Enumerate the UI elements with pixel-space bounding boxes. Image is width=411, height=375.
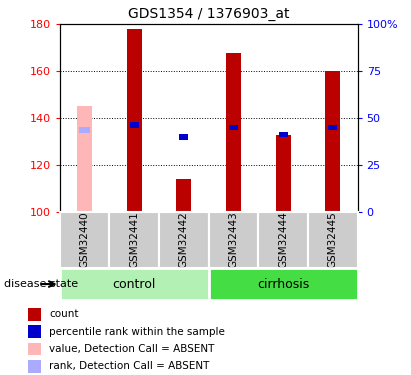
Bar bbox=[229, 124, 238, 130]
Bar bbox=[28, 343, 42, 355]
Bar bbox=[77, 106, 92, 212]
Bar bbox=[279, 132, 288, 138]
Bar bbox=[129, 122, 139, 128]
Text: GSM32440: GSM32440 bbox=[79, 212, 90, 268]
Bar bbox=[258, 212, 308, 268]
Text: control: control bbox=[112, 278, 156, 291]
Bar bbox=[176, 179, 191, 212]
Text: GSM32441: GSM32441 bbox=[129, 211, 139, 268]
Bar bbox=[179, 134, 188, 140]
Bar bbox=[79, 127, 90, 133]
Text: disease state: disease state bbox=[4, 279, 78, 289]
Bar bbox=[328, 124, 337, 130]
Text: GSM32443: GSM32443 bbox=[229, 211, 238, 268]
Text: GSM32444: GSM32444 bbox=[278, 211, 288, 268]
Bar bbox=[28, 360, 42, 373]
Bar bbox=[159, 212, 208, 268]
Bar bbox=[28, 326, 42, 338]
Bar bbox=[276, 135, 291, 212]
Bar bbox=[60, 212, 109, 268]
Text: GSM32445: GSM32445 bbox=[328, 211, 338, 268]
Bar bbox=[208, 268, 358, 300]
Bar bbox=[60, 268, 208, 300]
Text: percentile rank within the sample: percentile rank within the sample bbox=[49, 327, 225, 337]
Bar bbox=[226, 53, 241, 212]
Bar bbox=[208, 212, 258, 268]
Text: value, Detection Call = ABSENT: value, Detection Call = ABSENT bbox=[49, 344, 214, 354]
Bar bbox=[127, 29, 141, 212]
Text: count: count bbox=[49, 309, 79, 319]
Bar bbox=[325, 71, 340, 212]
Bar bbox=[109, 212, 159, 268]
Title: GDS1354 / 1376903_at: GDS1354 / 1376903_at bbox=[128, 7, 289, 21]
Text: rank, Detection Call = ABSENT: rank, Detection Call = ABSENT bbox=[49, 362, 209, 371]
Text: GSM32442: GSM32442 bbox=[179, 211, 189, 268]
Bar bbox=[28, 308, 42, 321]
Text: cirrhosis: cirrhosis bbox=[257, 278, 309, 291]
Bar bbox=[308, 212, 358, 268]
